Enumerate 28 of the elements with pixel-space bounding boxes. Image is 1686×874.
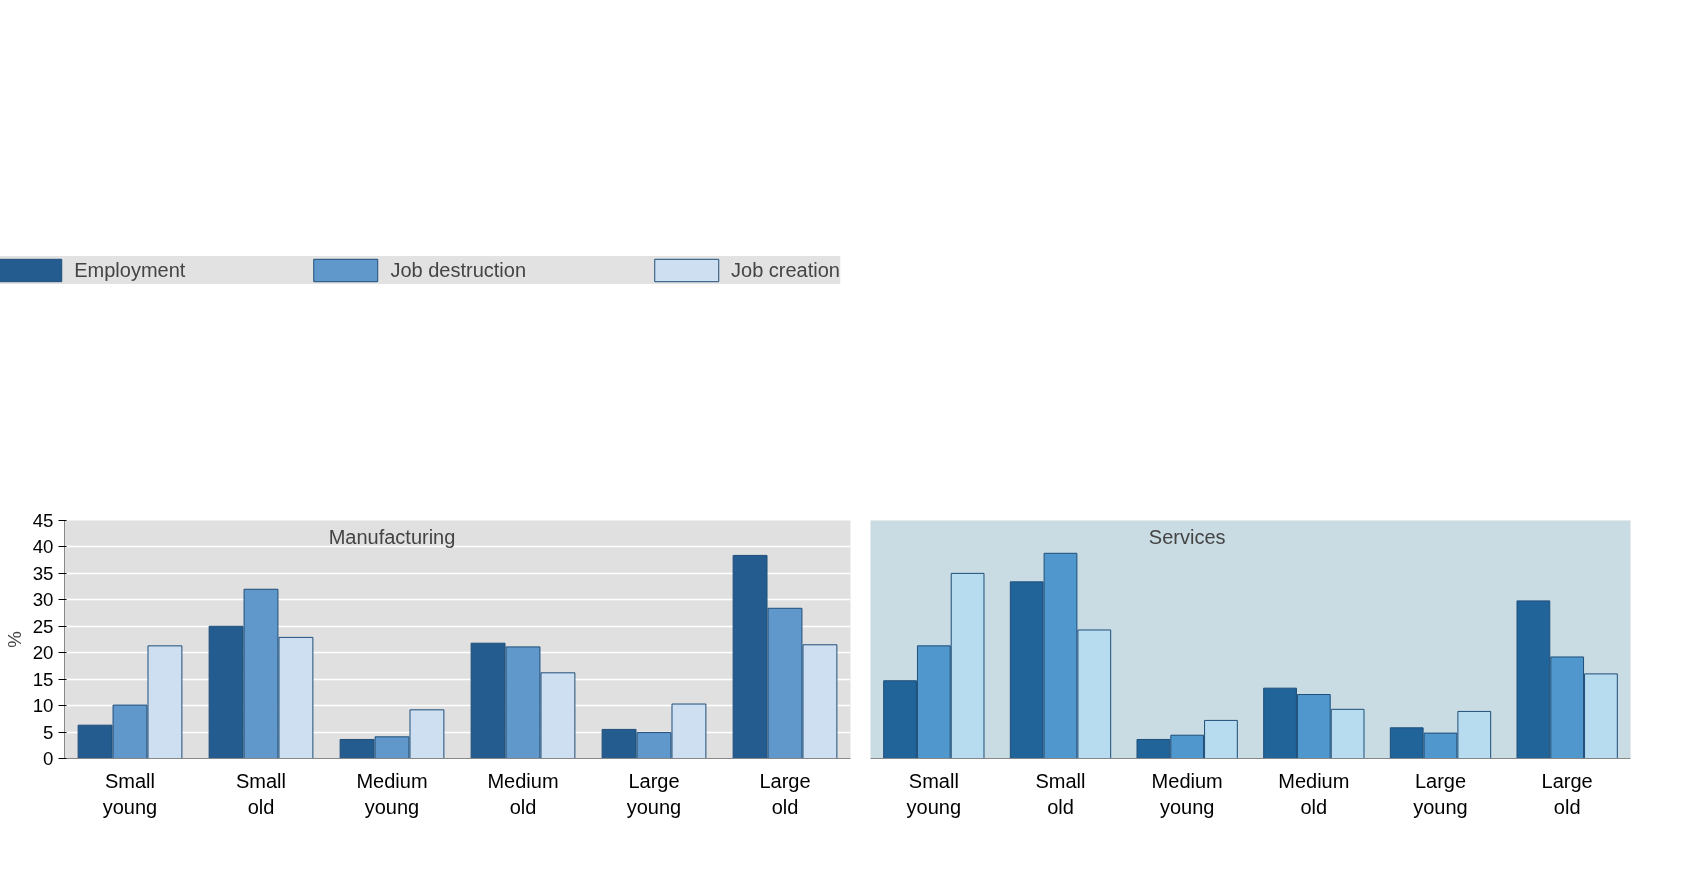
x-tick-label: Small old — [236, 769, 287, 818]
x-tick-label: Medium old — [1278, 769, 1350, 818]
y-tick-label: 10 — [32, 695, 54, 717]
y-tick-label: 45 — [32, 510, 54, 531]
x-tick-label: Small young — [102, 769, 158, 818]
y-tick-label: 0 — [43, 748, 54, 769]
y-tick-label: 25 — [32, 615, 54, 637]
x-tick-label: Large young — [1413, 769, 1468, 818]
y-tick-label: 5 — [43, 721, 54, 743]
legend-label: Job creation — [731, 258, 840, 282]
legend-label: Job destruction — [390, 258, 527, 282]
x-tick-label: Small young — [906, 769, 962, 818]
annotation: Services — [1148, 526, 1226, 549]
y-tick-label: 30 — [32, 589, 54, 611]
x-tick-label: Medium young — [1151, 769, 1223, 818]
y-tick-label: 20 — [32, 642, 54, 664]
y-tick-label: 15 — [32, 668, 54, 690]
y-tick-label: 35 — [32, 562, 54, 584]
legend-label: Employment — [74, 258, 186, 282]
x-tick-label: Medium old — [487, 769, 559, 818]
x-tick-label: Small old — [1035, 769, 1086, 818]
y-tick-label: 40 — [32, 536, 54, 558]
x-tick-label: Medium young — [356, 769, 428, 818]
annotation: Manufacturing — [328, 526, 456, 549]
y-axis-title: % — [3, 631, 25, 648]
x-tick-label: Large young — [626, 769, 682, 818]
x-tick-label: Large old — [759, 769, 811, 818]
x-tick-label: Large old — [1541, 769, 1593, 818]
